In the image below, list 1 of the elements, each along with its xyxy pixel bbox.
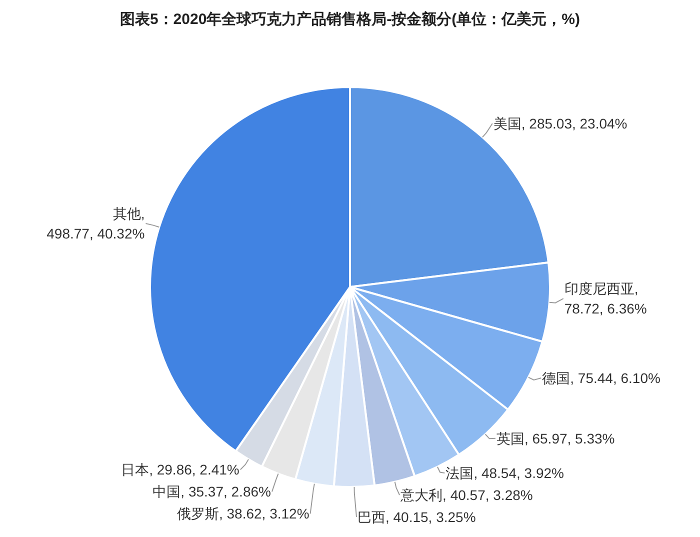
- chart-title: 图表5：2020年全球巧克力产品销售格局-按金额分(单位：亿美元，%): [120, 10, 580, 28]
